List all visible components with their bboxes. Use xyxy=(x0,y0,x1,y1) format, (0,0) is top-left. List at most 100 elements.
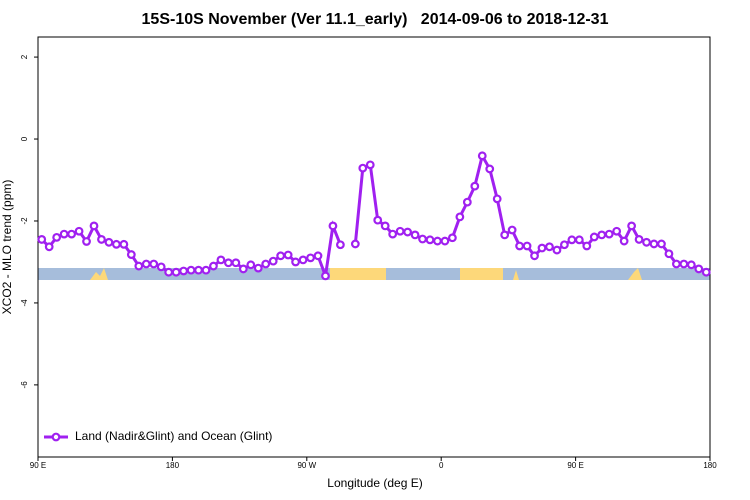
data-point xyxy=(358,163,368,173)
data-point xyxy=(664,249,674,259)
data-point xyxy=(141,259,151,269)
data-point xyxy=(336,240,345,250)
y-tick-label: -6 xyxy=(20,381,29,389)
data-point xyxy=(403,227,413,237)
data-point xyxy=(201,265,211,275)
data-point xyxy=(149,259,159,269)
y-tick-label: 0 xyxy=(20,136,29,141)
data-point xyxy=(545,242,554,252)
data-point xyxy=(186,265,196,275)
data-point xyxy=(82,237,91,246)
data-point xyxy=(522,241,532,251)
land-band xyxy=(330,268,386,280)
data-point xyxy=(425,235,435,245)
data-point xyxy=(567,235,577,245)
data-point xyxy=(500,230,510,240)
x-tick-label: 180 xyxy=(703,461,717,470)
x-tick-label: 90 W xyxy=(297,461,316,470)
data-point xyxy=(537,243,547,253)
data-point xyxy=(530,251,539,261)
data-point xyxy=(268,256,278,266)
data-point xyxy=(238,264,248,274)
x-axis-label: Longitude (deg E) xyxy=(327,476,422,490)
y-tick-label: 2 xyxy=(20,54,29,59)
data-point xyxy=(627,221,636,231)
data-point xyxy=(194,265,203,275)
data-point xyxy=(261,259,271,269)
data-point xyxy=(634,235,644,244)
x-tick-label: 180 xyxy=(166,461,180,470)
data-point xyxy=(179,266,189,276)
data-point xyxy=(395,226,405,236)
y-tick-label: -4 xyxy=(20,299,29,307)
data-point xyxy=(612,226,622,236)
data-point xyxy=(223,258,233,268)
data-point xyxy=(306,253,315,263)
data-point xyxy=(209,261,218,271)
data-point xyxy=(462,197,472,207)
data-point xyxy=(104,237,114,247)
data-point xyxy=(686,260,696,270)
data-point xyxy=(619,236,629,246)
data-point xyxy=(388,229,398,239)
data-point xyxy=(67,229,76,239)
data-point xyxy=(485,164,495,174)
land-band xyxy=(460,268,503,280)
data-point xyxy=(694,264,704,274)
data-point xyxy=(373,215,383,225)
legend-label: Land (Nadir&Glint) and Ocean (Glint) xyxy=(75,429,272,443)
data-point xyxy=(649,239,659,249)
data-point xyxy=(410,230,420,240)
data-point xyxy=(134,261,144,271)
data-point xyxy=(111,239,121,249)
land-band xyxy=(90,268,108,280)
data-point xyxy=(657,239,666,249)
data-point xyxy=(313,251,323,261)
data-point xyxy=(574,235,584,245)
data-point xyxy=(119,239,129,249)
series-line xyxy=(40,151,707,277)
data-point xyxy=(37,235,47,244)
land-band xyxy=(628,268,642,280)
data-point xyxy=(44,242,54,252)
data-point xyxy=(477,151,487,161)
data-point xyxy=(97,235,106,244)
data-point xyxy=(283,250,293,260)
data-point xyxy=(276,251,286,261)
data-point xyxy=(470,181,480,191)
data-point xyxy=(455,212,465,222)
data-point xyxy=(52,232,62,242)
data-point xyxy=(597,230,607,240)
data-point xyxy=(418,234,427,244)
chart-title: 15S-10S November (Ver 11.1_early) 2014-0… xyxy=(142,11,609,28)
data-point xyxy=(156,262,166,272)
data-point xyxy=(74,226,84,236)
data-point xyxy=(701,267,711,277)
data-point xyxy=(589,232,599,242)
data-point xyxy=(59,229,69,239)
data-point xyxy=(440,236,450,246)
data-point xyxy=(253,263,263,273)
data-point xyxy=(642,237,651,247)
data-point xyxy=(507,225,517,235)
data-point xyxy=(126,250,136,259)
land-band xyxy=(513,270,519,280)
data-point xyxy=(164,267,174,277)
data-point xyxy=(231,258,241,268)
data-point xyxy=(171,267,181,277)
data-point xyxy=(291,257,301,267)
data-point xyxy=(448,233,457,243)
data-point xyxy=(246,260,256,270)
data-point xyxy=(492,194,502,204)
data-point xyxy=(560,240,569,250)
data-point xyxy=(89,221,99,231)
data-point xyxy=(604,229,614,239)
y-axis-label: XCO2 - MLO trend (ppm) xyxy=(0,180,14,315)
data-point xyxy=(365,160,375,170)
legend-marker xyxy=(51,432,61,442)
plot-frame xyxy=(37,36,711,458)
data-point xyxy=(328,221,338,231)
data-point xyxy=(515,241,524,251)
data-point xyxy=(552,245,562,255)
